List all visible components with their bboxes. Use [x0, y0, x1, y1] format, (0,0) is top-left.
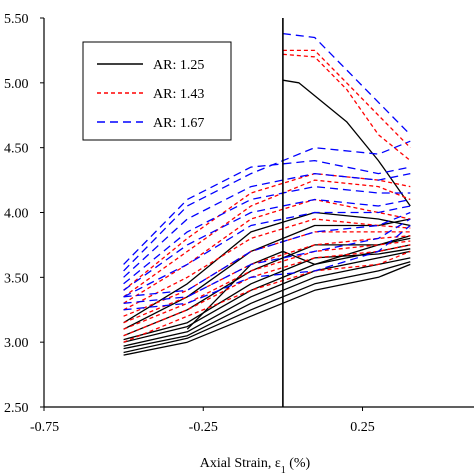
y-tick-label: 3.50: [4, 271, 29, 286]
y-tick-label: 2.50: [4, 401, 29, 416]
axes: 2.50 3.00 3.50 4.00 4.50 5.00 5.50 -0.75 -0.25 0.…: [4, 12, 474, 435]
x-tick-label: 0.25: [350, 420, 375, 435]
series-line-15: [123, 235, 411, 324]
legend-label-2: AR: 1.43: [153, 87, 204, 102]
x-axis-title: Axial Strain, ε1 (%): [200, 456, 311, 474]
series-line-13: [123, 244, 411, 337]
series-line-30: [123, 140, 411, 272]
series-line-21: [282, 53, 411, 162]
y-tick-label: 4.50: [4, 142, 29, 157]
series-line-26: [123, 205, 411, 298]
x-tick-label: -0.25: [189, 420, 218, 435]
x-tick-label: -0.75: [30, 420, 59, 435]
legend-box: [82, 41, 232, 141]
series-line-29: [123, 172, 411, 278]
series-line-28: [123, 185, 411, 285]
series-line-11: [282, 79, 411, 207]
series-line-8: [123, 218, 411, 330]
series-line-23: [123, 224, 411, 311]
series-line-20: [123, 172, 411, 291]
y-tick-label: 5.50: [4, 12, 29, 27]
series-line-9: [123, 211, 411, 324]
series-line-32: [282, 32, 411, 136]
y-tick-label: 5.00: [4, 77, 29, 92]
series-line-17: [123, 218, 411, 311]
y-tick-label: 4.00: [4, 207, 29, 222]
series-line-18: [123, 198, 411, 304]
legend-label-1: AR: 1.25: [153, 58, 204, 73]
series-line-10: [186, 235, 411, 330]
y-tick-label: 3.00: [4, 336, 29, 351]
series-line-24: [123, 218, 411, 304]
legend: AR: 1.25 AR: 1.43 AR: 1.67: [82, 41, 232, 141]
legend-label-3: AR: 1.67: [153, 116, 204, 131]
series-line-22: [282, 49, 411, 149]
series-line-14: [123, 240, 411, 330]
series-line-6: [123, 248, 411, 341]
